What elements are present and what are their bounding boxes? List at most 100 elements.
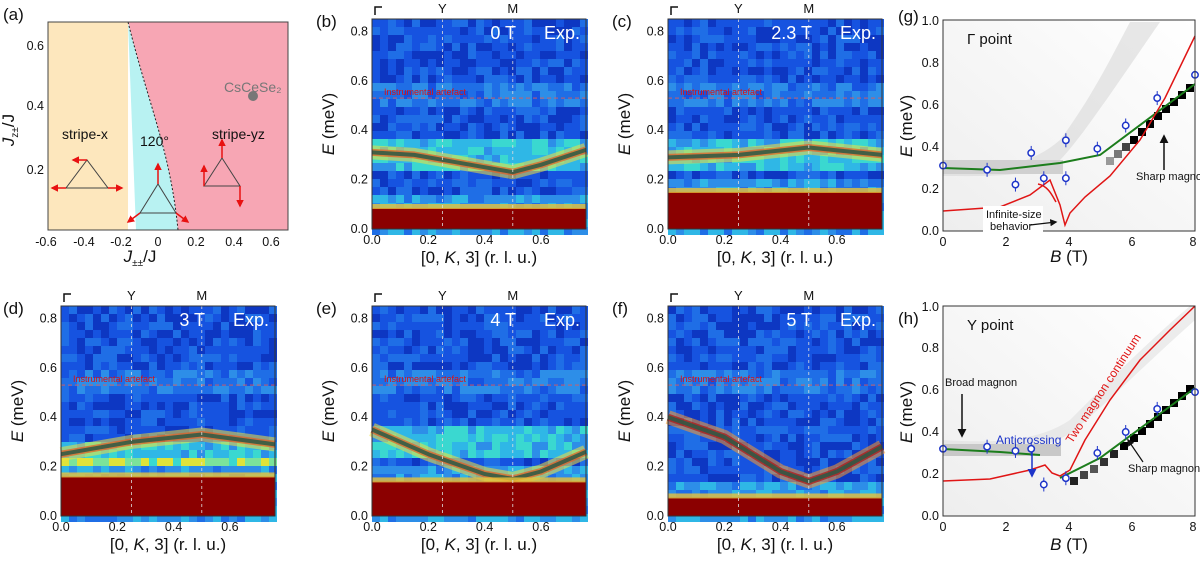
heatmap-pixel	[85, 306, 93, 314]
heatmap-pixel	[804, 306, 812, 314]
heatmap-pixel	[412, 99, 420, 107]
heatmap-pixel	[564, 27, 572, 35]
heatmap-pixel	[684, 362, 692, 370]
heatmap-pixel	[828, 426, 836, 434]
heatmap-pixel	[388, 386, 396, 394]
heatmap-pixel	[828, 107, 836, 115]
heatmap-pixel	[684, 474, 692, 482]
heatmap-pixel	[684, 123, 692, 131]
heatmap-pixel	[876, 514, 884, 522]
heatmap-pixel	[452, 227, 460, 235]
heatmap-pixel	[221, 386, 229, 394]
heatmap-pixel	[508, 35, 516, 43]
heatmap-pixel	[812, 59, 820, 67]
heatmap-pixel	[476, 107, 484, 115]
heatmap-pixel	[780, 370, 788, 378]
heatmap-pixel	[165, 514, 173, 522]
heatmap-pixel	[396, 346, 404, 354]
heatmap-pixel	[484, 75, 492, 83]
heatmap-pixel	[668, 131, 676, 139]
heatmap-pixel	[444, 402, 452, 410]
heatmap-pixel	[492, 306, 500, 314]
heatmap-pixel	[668, 474, 676, 482]
panel-g-green-line	[942, 83, 1196, 172]
panel-a-frame	[47, 21, 289, 231]
heatmap-pixel	[820, 514, 828, 522]
heatmap-pixel	[708, 139, 716, 147]
heatmap-pixel	[61, 426, 69, 434]
heatmap-pixel	[253, 394, 261, 402]
heatmap-pixel	[500, 27, 508, 35]
heatmap-pixel	[836, 370, 844, 378]
heatmap-pixel	[516, 75, 524, 83]
heatmap-pixel	[876, 314, 884, 322]
field-label: 5 T	[786, 310, 812, 330]
heatmap-pixel	[748, 386, 756, 394]
heatmap-pixel	[572, 418, 580, 426]
heatmap-pixel	[468, 171, 476, 179]
tick-label: 0.2	[716, 233, 733, 247]
heatmap-pixel	[852, 67, 860, 75]
heatmap-pixel	[532, 402, 540, 410]
heatmap-pixel	[532, 314, 540, 322]
heatmap-pixel	[740, 402, 748, 410]
heatmap-pixel	[708, 107, 716, 115]
heatmap-pixel	[125, 314, 133, 322]
heatmap-pixel	[213, 514, 221, 522]
heatmap-pixel	[253, 450, 261, 458]
heatmap-pixel	[772, 362, 780, 370]
heatmap-pixel	[756, 426, 764, 434]
heatmap-pixel	[716, 394, 724, 402]
heatmap-pixel	[412, 386, 420, 394]
heatmap-pixel	[436, 91, 444, 99]
heatmap-pixel	[844, 354, 852, 362]
material-label: CsCeSe₂	[224, 79, 282, 95]
heatmap-pixel	[716, 346, 724, 354]
heatmap-pixel	[796, 442, 804, 450]
heatmap-pixel	[93, 394, 101, 402]
heatmap-pixel	[796, 426, 804, 434]
heatmap-pixel	[221, 370, 229, 378]
heatmap-pixel	[812, 418, 820, 426]
heatmap-pixel	[852, 19, 860, 27]
heatmap-pixel	[556, 27, 564, 35]
heatmap-pixel	[876, 67, 884, 75]
heatmap-pixel	[556, 51, 564, 59]
heatmap-pixel	[580, 35, 588, 43]
heatmap-pixel	[157, 450, 165, 458]
heatmap-pixel	[181, 314, 189, 322]
heatmap-pixel	[724, 51, 732, 59]
heatmap-pixel	[380, 354, 388, 362]
heatmap-pixel	[205, 346, 213, 354]
heatmap-pixel	[556, 123, 564, 131]
heatmap-pixel	[229, 402, 237, 410]
heatmap-pixel	[692, 354, 700, 362]
heatmap-pixel	[692, 330, 700, 338]
heatmap-pixel	[261, 306, 269, 314]
heatmap-pixel	[524, 306, 532, 314]
heatmap-pixel	[860, 227, 868, 235]
exp-label: Exp.	[544, 23, 580, 43]
heatmap-pixel	[564, 394, 572, 402]
heatmap-pixel	[181, 466, 189, 474]
heatmap-pixel	[804, 362, 812, 370]
heatmap-pixel	[492, 147, 500, 155]
heatmap-pixel	[428, 394, 436, 402]
panel-g-sharp-label: Sharp magnon	[1136, 171, 1200, 183]
heatmap-pixel	[692, 139, 700, 147]
heatmap-pixel	[788, 394, 796, 402]
heatmap-x-label: [0, K, 3] (r. l. u.)	[421, 248, 537, 267]
heatmap-pixel	[860, 474, 868, 482]
heatmap-pixel	[756, 314, 764, 322]
heatmap-pixel	[780, 35, 788, 43]
heatmap-pixel	[692, 314, 700, 322]
artefact-label: Instrumental artefact	[384, 374, 467, 384]
heatmap-pixel	[524, 35, 532, 43]
heatmap-pixel	[852, 330, 860, 338]
heatmap-pixel	[860, 338, 868, 346]
heatmap-pixel	[572, 187, 580, 195]
heatmap-pixel	[804, 99, 812, 107]
heatmap-pixel	[404, 139, 412, 147]
heatmap-pixel	[452, 51, 460, 59]
heatmap-pixel	[388, 426, 396, 434]
